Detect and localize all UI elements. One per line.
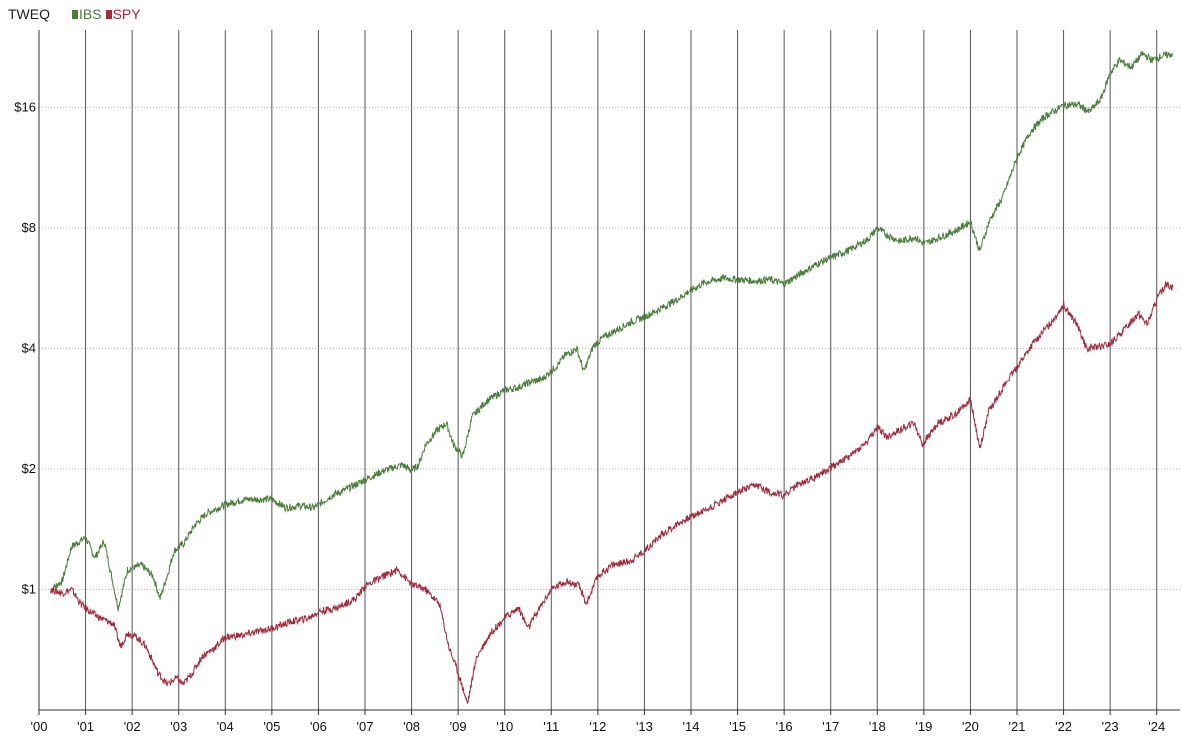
- series-lines: [50, 50, 1174, 705]
- legend-label-spy: SPY: [112, 6, 141, 22]
- y-tick-label: $8: [22, 220, 36, 235]
- x-tick-label: '08: [403, 719, 420, 734]
- x-tick-label: '16: [776, 719, 793, 734]
- vertical-gridlines: [38, 30, 1158, 715]
- x-tick-label: '17: [822, 719, 839, 734]
- x-tick-label: '12: [589, 719, 606, 734]
- x-tick-label: '03: [170, 719, 187, 734]
- x-tick-label: '13: [636, 719, 653, 734]
- legend-label-ibs: IBS: [79, 6, 102, 22]
- x-tick-label: '05: [263, 719, 280, 734]
- series-line-spy: [50, 281, 1174, 705]
- legend-item-spy: SPY: [105, 6, 141, 22]
- x-tick-label: '18: [869, 719, 886, 734]
- y-tick-label: $16: [14, 100, 36, 115]
- x-tick-label: '06: [310, 719, 327, 734]
- legend-swatch-ibs: [72, 9, 78, 19]
- x-tick-label: '15: [729, 719, 746, 734]
- series-line-ibs: [50, 50, 1173, 612]
- x-tick-label: '19: [915, 719, 932, 734]
- chart-title: TWEQ: [8, 6, 50, 22]
- legend-item-ibs: IBS: [72, 6, 102, 22]
- x-tick-label: '00: [31, 719, 48, 734]
- x-tick-label: '22: [1055, 719, 1072, 734]
- x-tick-label: '09: [450, 719, 467, 734]
- x-tick-label: '07: [357, 719, 374, 734]
- x-tick-label: '20: [962, 719, 979, 734]
- x-tick-label: '10: [496, 719, 513, 734]
- x-tick-label: '23: [1102, 719, 1119, 734]
- y-tick-label: $4: [22, 341, 36, 356]
- x-tick-label: '21: [1009, 719, 1026, 734]
- x-tick-label: '11: [543, 719, 559, 734]
- horizontal-gridlines: [39, 107, 1180, 591]
- x-tick-label: '02: [124, 719, 141, 734]
- y-tick-label: $1: [22, 582, 36, 597]
- x-tick-label: '14: [683, 719, 700, 734]
- x-tick-label: '24: [1148, 719, 1165, 734]
- y-tick-labels: $1 $2 $4 $8 $16: [14, 100, 36, 597]
- x-tick-label: '01: [77, 719, 94, 734]
- x-tick-labels: '00 '01 '02 '03 '04 '05 '06 '07 '08 '09 '10 '11 '12 '…: [31, 719, 1166, 734]
- legend-swatch-spy: [105, 9, 112, 19]
- x-tick-label: '04: [217, 719, 234, 734]
- chart-header: TWEQ IBS SPY: [8, 6, 145, 22]
- y-tick-label: $2: [22, 461, 36, 476]
